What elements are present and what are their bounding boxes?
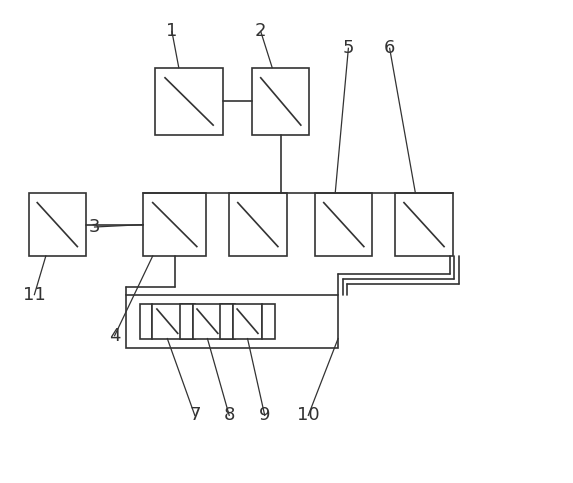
Text: 8: 8 <box>223 406 235 425</box>
Text: 2: 2 <box>255 22 266 41</box>
Bar <box>180 304 193 339</box>
Text: 6: 6 <box>384 39 395 57</box>
Bar <box>252 68 309 135</box>
Text: 5: 5 <box>343 39 354 57</box>
Bar <box>182 304 195 339</box>
Bar <box>229 193 286 256</box>
Text: 10: 10 <box>297 406 320 425</box>
Bar <box>315 193 372 256</box>
Text: 11: 11 <box>23 285 46 304</box>
Bar <box>140 304 152 339</box>
Text: 3: 3 <box>89 218 100 236</box>
Bar <box>126 295 338 348</box>
Bar <box>262 304 275 339</box>
Text: 4: 4 <box>109 327 120 345</box>
Bar <box>143 193 206 256</box>
Bar <box>152 304 182 339</box>
Bar <box>193 304 222 339</box>
Text: 7: 7 <box>189 406 201 425</box>
Bar <box>222 304 235 339</box>
Bar <box>155 68 223 135</box>
Bar <box>395 193 453 256</box>
Text: 9: 9 <box>259 406 270 425</box>
Text: 1: 1 <box>166 22 178 41</box>
Bar <box>220 304 233 339</box>
Bar <box>233 304 262 339</box>
Bar <box>29 193 86 256</box>
